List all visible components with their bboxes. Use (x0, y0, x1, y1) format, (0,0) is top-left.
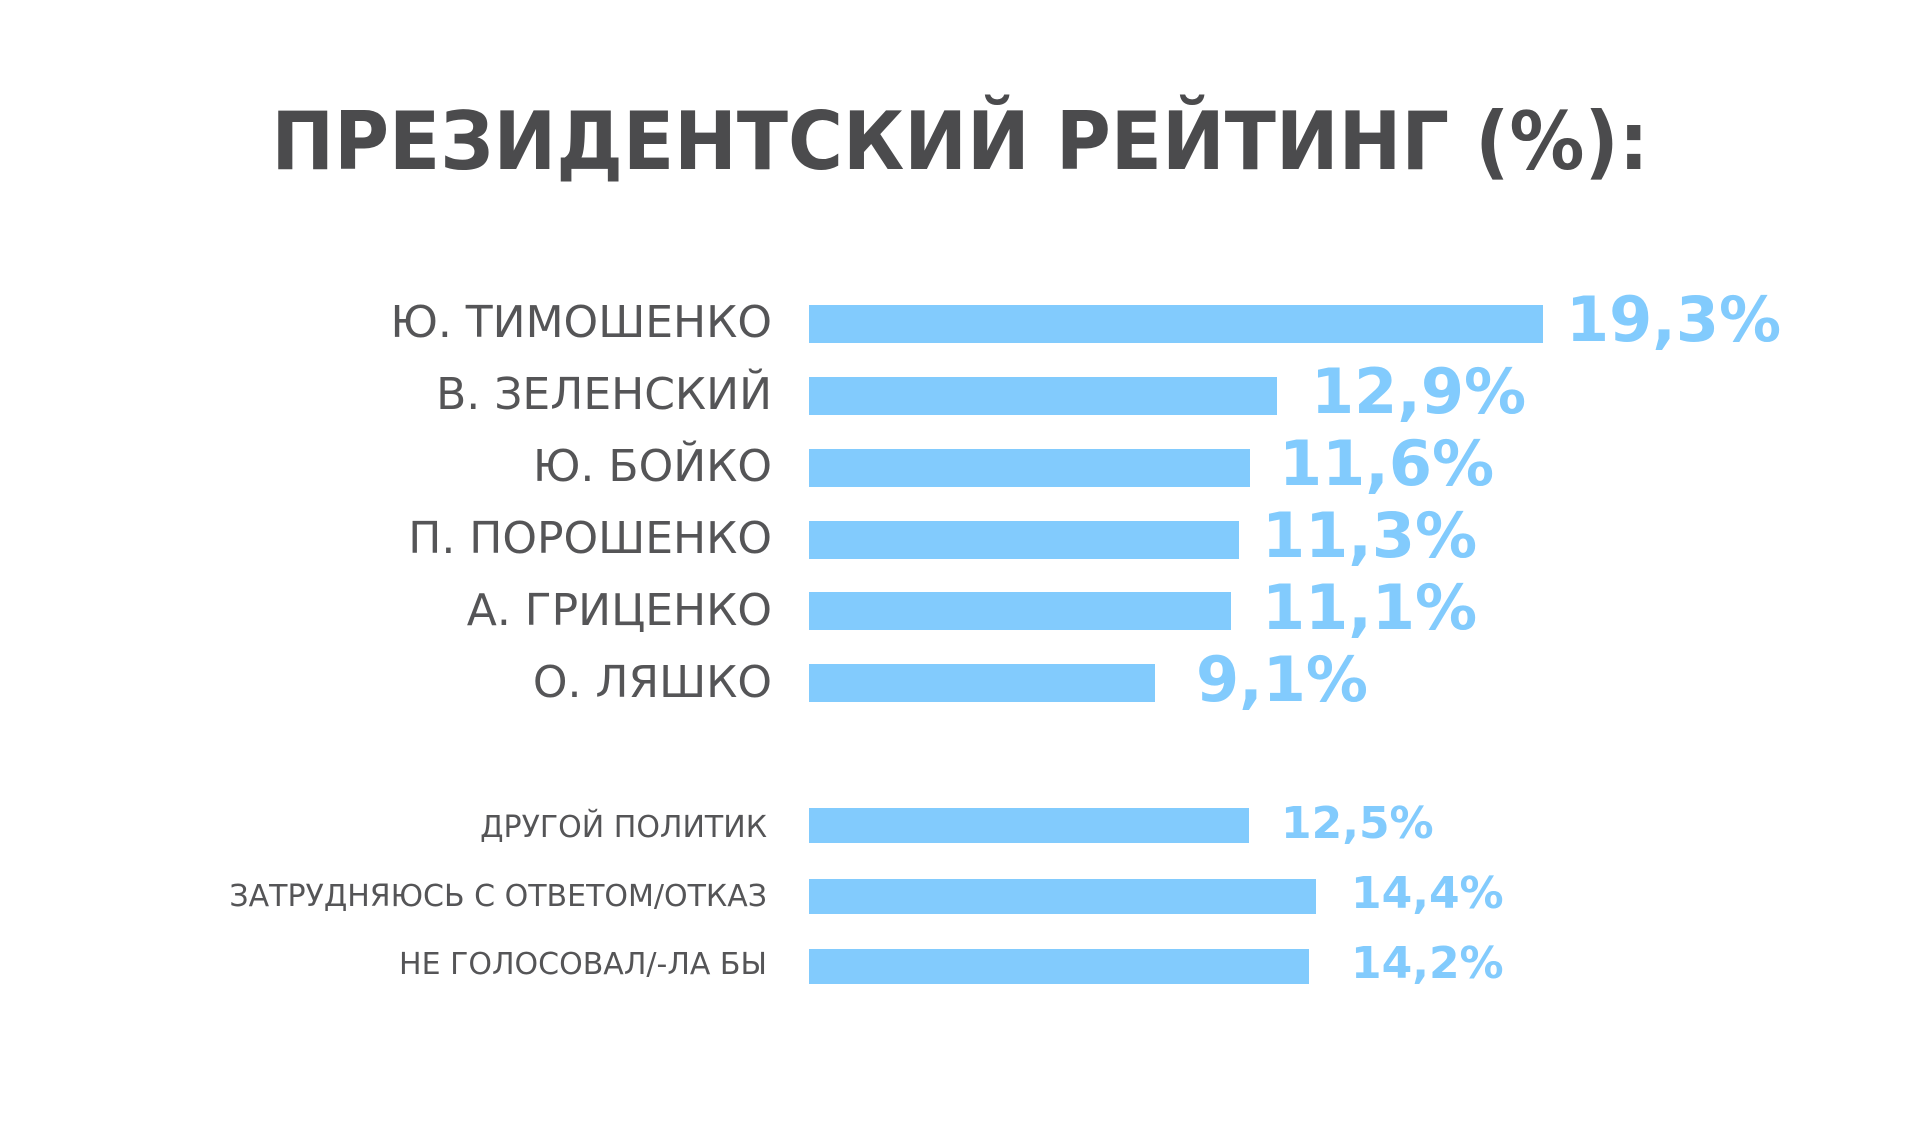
bar (809, 664, 1155, 702)
value-label: 11,6% (1279, 427, 1495, 500)
category-label: В. ЗЕЛЕНСКИЙ (436, 369, 772, 420)
value-label: 12,5% (1281, 798, 1434, 849)
category-label: НЕ ГОЛОСОВАЛ/-ЛА БЫ (399, 947, 767, 982)
value-label: 9,1% (1196, 643, 1368, 716)
category-label: Ю. ТИМОШЕНКО (390, 297, 772, 348)
category-label: П. ПОРОШЕНКО (408, 513, 772, 564)
value-label: 14,4% (1351, 868, 1504, 919)
bar (809, 808, 1249, 843)
chart-title: ПРЕЗИДЕНТСКИЙ РЕЙТИНГ (%): (271, 95, 1649, 188)
bar (809, 377, 1277, 415)
category-label: А. ГРИЦЕНКО (466, 585, 772, 636)
bar (809, 949, 1309, 984)
category-label: О. ЛЯШКО (532, 657, 772, 708)
bar (809, 305, 1543, 343)
value-label: 14,2% (1351, 938, 1504, 989)
category-label: Ю. БОЙКО (532, 441, 772, 492)
bar (809, 879, 1316, 914)
bar (809, 521, 1239, 559)
value-label: 11,1% (1262, 571, 1478, 644)
bar (809, 592, 1231, 630)
value-label: 12,9% (1311, 355, 1527, 428)
bar (809, 449, 1250, 487)
value-label: 19,3% (1566, 283, 1782, 356)
value-label: 11,3% (1262, 499, 1478, 572)
category-label: ЗАТРУДНЯЮСЬ С ОТВЕТОМ/ОТКАЗ (229, 879, 767, 914)
category-label: ДРУГОЙ ПОЛИТИК (480, 810, 767, 845)
